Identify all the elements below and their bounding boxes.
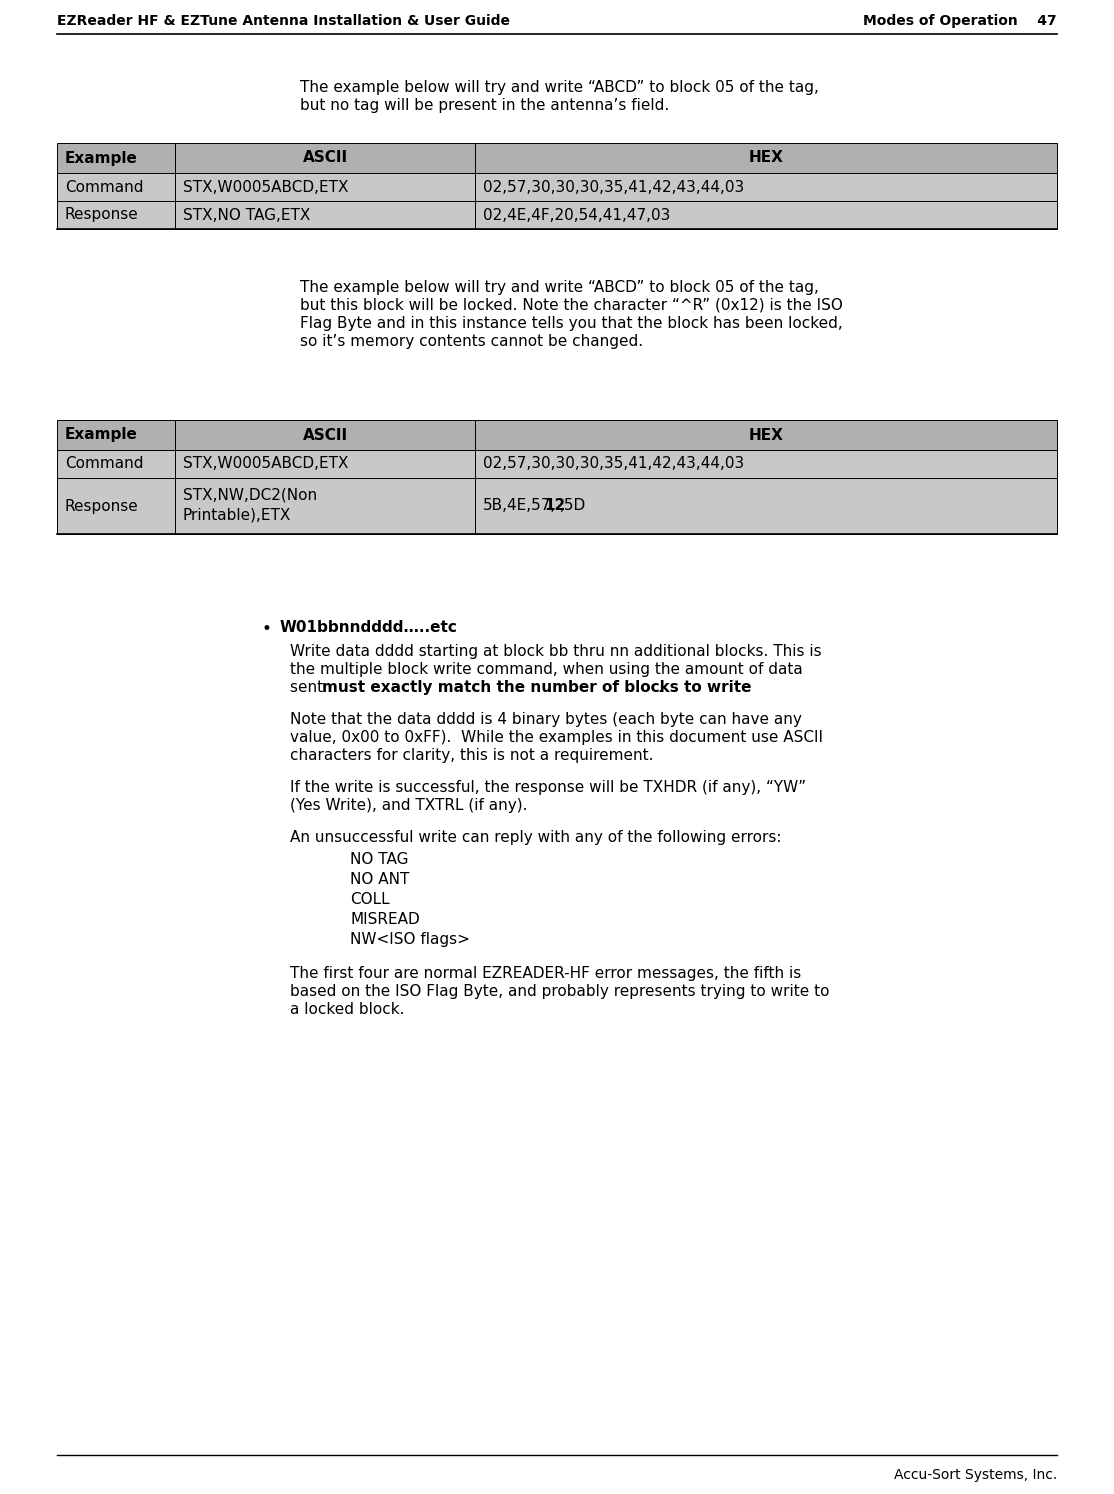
Text: ASCII: ASCII (302, 427, 348, 442)
Text: The first four are normal EZREADER-HF error messages, the fifth is: The first four are normal EZREADER-HF er… (290, 967, 801, 982)
Text: NO TAG: NO TAG (350, 852, 409, 867)
Bar (57, 143, 175, 173)
Text: Response: Response (65, 208, 139, 223)
Text: 02,4E,4F,20,54,41,47,03: 02,4E,4F,20,54,41,47,03 (483, 208, 671, 223)
Text: STX,W0005ABCD,ETX: STX,W0005ABCD,ETX (183, 457, 349, 472)
Bar (175, 420, 475, 450)
Text: sent: sent (290, 680, 328, 695)
Text: W01bbnndddd…..etc: W01bbnndddd…..etc (280, 620, 458, 635)
Text: based on the ISO Flag Byte, and probably represents trying to write to: based on the ISO Flag Byte, and probably… (290, 985, 830, 999)
Text: •: • (262, 620, 272, 638)
Bar (57, 450, 175, 478)
Bar (57, 478, 175, 533)
Bar (57, 420, 175, 450)
Text: MISREAD: MISREAD (350, 911, 420, 926)
Text: If the write is successful, the response will be TXHDR (if any), “YW”: If the write is successful, the response… (290, 780, 807, 795)
Text: Note that the data dddd is 4 binary bytes (each byte can have any: Note that the data dddd is 4 binary byte… (290, 713, 802, 728)
Bar (175, 143, 475, 173)
Text: Accu-Sort Systems, Inc.: Accu-Sort Systems, Inc. (893, 1469, 1057, 1482)
Bar (175, 478, 475, 533)
Text: value, 0x00 to 0xFF).  While the examples in this document use ASCII: value, 0x00 to 0xFF). While the examples… (290, 731, 823, 746)
Text: STX,NW,DC2(Non: STX,NW,DC2(Non (183, 489, 317, 503)
Text: Example: Example (65, 427, 138, 442)
Text: COLL: COLL (350, 892, 390, 907)
Text: The example below will try and write “ABCD” to block 05 of the tag,: The example below will try and write “AB… (300, 81, 819, 96)
Bar (475, 478, 1057, 533)
Text: so it’s memory contents cannot be changed.: so it’s memory contents cannot be change… (300, 335, 643, 350)
Text: An unsuccessful write can reply with any of the following errors:: An unsuccessful write can reply with any… (290, 831, 782, 846)
Bar (57, 173, 175, 202)
Text: STX,W0005ABCD,ETX: STX,W0005ABCD,ETX (183, 179, 349, 194)
Text: HEX: HEX (749, 151, 783, 166)
Text: EZReader HF & EZTune Antenna Installation & User Guide: EZReader HF & EZTune Antenna Installatio… (57, 13, 510, 28)
Text: HEX: HEX (749, 427, 783, 442)
Bar (475, 450, 1057, 478)
Text: must exactly match the number of blocks to write: must exactly match the number of blocks … (322, 680, 751, 695)
Text: Modes of Operation    47: Modes of Operation 47 (863, 13, 1057, 28)
Text: a locked block.: a locked block. (290, 1002, 404, 1017)
Text: Command: Command (65, 179, 144, 194)
Text: Flag Byte and in this instance tells you that the block has been locked,: Flag Byte and in this instance tells you… (300, 317, 843, 332)
Text: Write data dddd starting at block bb thru nn additional blocks. This is: Write data dddd starting at block bb thr… (290, 644, 822, 659)
Bar (475, 173, 1057, 202)
Text: Response: Response (65, 499, 139, 514)
Text: but this block will be locked. Note the character “^R” (0x12) is the ISO: but this block will be locked. Note the … (300, 297, 843, 314)
Text: 02,57,30,30,30,35,41,42,43,44,03: 02,57,30,30,30,35,41,42,43,44,03 (483, 457, 744, 472)
Text: Command: Command (65, 457, 144, 472)
Text: ,5D: ,5D (559, 499, 586, 514)
Text: but no tag will be present in the antenna’s field.: but no tag will be present in the antenn… (300, 99, 670, 114)
Bar (475, 202, 1057, 229)
Text: Printable),ETX: Printable),ETX (183, 508, 292, 523)
Text: NO ANT: NO ANT (350, 872, 409, 887)
Text: Example: Example (65, 151, 138, 166)
Text: STX,NO TAG,ETX: STX,NO TAG,ETX (183, 208, 311, 223)
Text: .: . (657, 680, 663, 695)
Text: the multiple block write command, when using the amount of data: the multiple block write command, when u… (290, 662, 803, 677)
Bar (175, 450, 475, 478)
Text: (Yes Write), and TXTRL (if any).: (Yes Write), and TXTRL (if any). (290, 798, 528, 813)
Bar (175, 173, 475, 202)
Text: characters for clarity, this is not a requirement.: characters for clarity, this is not a re… (290, 748, 654, 763)
Bar (57, 202, 175, 229)
Text: The example below will try and write “ABCD” to block 05 of the tag,: The example below will try and write “AB… (300, 279, 819, 294)
Text: 12: 12 (545, 499, 566, 514)
Bar (475, 143, 1057, 173)
Text: NW<ISO flags>: NW<ISO flags> (350, 932, 470, 947)
Text: 5B,4E,57,: 5B,4E,57, (483, 499, 556, 514)
Bar (475, 420, 1057, 450)
Text: ASCII: ASCII (302, 151, 348, 166)
Bar (175, 202, 475, 229)
Text: 02,57,30,30,30,35,41,42,43,44,03: 02,57,30,30,30,35,41,42,43,44,03 (483, 179, 744, 194)
